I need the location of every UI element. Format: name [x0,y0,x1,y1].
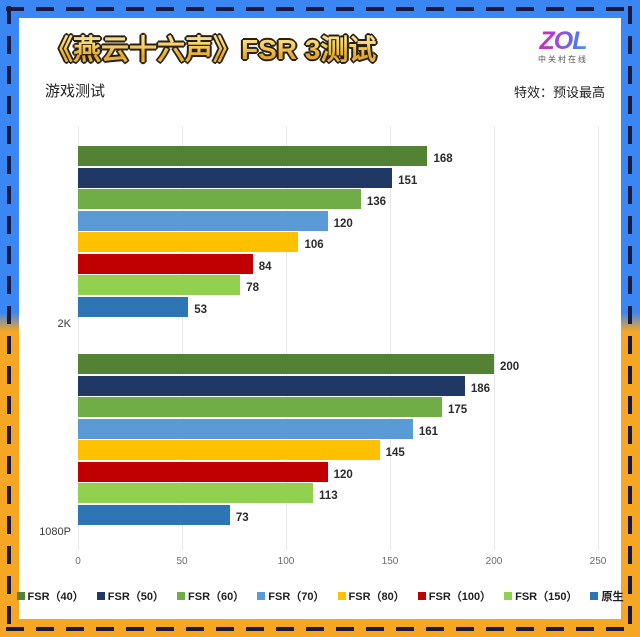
bar-value-label: 168 [433,153,453,165]
legend-swatch-icon [504,592,513,600]
bar-value-label: 113 [319,490,338,502]
legend-swatch-icon [337,592,346,600]
legend-label: FSR（70） [268,591,325,603]
category-label: 2K [57,318,71,330]
graphics-preset-note: 特效：预设最高 [513,85,605,100]
bar [78,418,413,439]
bar [78,375,465,396]
legend-item[interactable]: FSR（60） [177,588,244,604]
zol-logo: ZOL 中关村在线 [521,28,605,65]
chart-subtitle-row: 游戏测试 特效：预设最高 [19,80,621,108]
bar [78,146,428,166]
legend-item[interactable]: FSR（40） [16,588,84,604]
frame-dash-bottom [6,627,634,631]
bar-value-label: 175 [448,404,468,416]
frame-dash-top [6,7,634,11]
zol-logo-subtitle: 中关村在线 [538,55,588,64]
gridline [78,126,79,550]
frame-dash-right [628,6,632,632]
bar [78,440,380,460]
x-axis-tick-label: 100 [277,556,295,567]
x-axis-tick-label: 0 [75,556,81,567]
chart-plot: 0 50 100 150 200 250 168 151 136 120 106 84 78 53 200 1… [19,118,621,567]
x-axis-tick-label: 250 [589,556,607,567]
legend-label: FSR（100） [428,591,492,603]
bar [78,483,314,503]
bar [78,167,393,188]
bar-value-label: 84 [258,260,272,273]
bar-value-label: 120 [333,217,353,230]
legend-item[interactable]: FSR（50） [96,588,165,604]
zol-logo-mark: ZOL [521,28,605,54]
bar-value-label: 53 [194,303,208,316]
bar [78,189,361,209]
legend-item[interactable]: FSR（150） [504,588,577,604]
category-label: 1080P [39,526,71,538]
gridline [494,126,495,550]
frame-dash-left [7,6,11,632]
chart-card: 《燕云十六声》FSR 3测试 ZOL 中关村在线 游戏测试 特效：预设最高 0 5… [16,18,623,619]
bar [78,210,328,231]
legend-label: FSR（150） [515,591,578,603]
bar [78,296,189,317]
chart-legend: FSR（40） FSR（50） FSR（60） FSR（70） FSR（80） FSR（1… [16,588,623,604]
bar-value-label: 200 [500,361,520,373]
bar [78,354,494,374]
bar-value-label: 145 [385,447,405,459]
bar-value-label: 151 [398,174,418,187]
bar-value-label: 78 [246,282,260,294]
legend-swatch-icon [257,592,266,600]
legend-swatch-icon [96,592,105,600]
plot-area: 0 50 100 150 200 250 168 151 136 120 106 84 78 53 200 1… [75,126,606,567]
legend-item[interactable]: 原生 [590,588,623,604]
gridline [182,126,183,550]
x-axis-tick-label: 150 [381,556,399,567]
legend-item[interactable]: FSR（80） [337,588,405,604]
legend-swatch-icon [590,592,599,600]
legend-label: FSR（60） [188,591,245,603]
legend-item[interactable]: FSR（100） [417,588,492,604]
bar [78,461,328,482]
legend-swatch-icon [177,592,186,600]
bar [78,397,442,417]
legend-label: FSR（50） [107,591,165,603]
gridline [390,126,391,550]
page-title: 《燕云十六声》FSR 3测试 [45,28,376,68]
bar-value-label: 106 [304,239,324,251]
x-axis-tick-label: 50 [176,556,188,567]
bar [78,232,299,252]
chart-subtitle: 游戏测试 [45,83,106,100]
bar [78,275,241,295]
bar [78,253,253,274]
x-axis-tick-label: 200 [485,556,503,567]
chart-header: 《燕云十六声》FSR 3测试 ZOL 中关村在线 [19,18,621,76]
legend-label: FSR（40） [27,591,84,603]
bar-value-label: 186 [470,382,491,395]
legend-label: 原生 [601,591,624,603]
legend-label: FSR（80） [348,591,405,603]
legend-item[interactable]: FSR（70） [257,588,325,604]
bar-value-label: 136 [366,196,387,208]
bar-value-label: 161 [418,425,439,438]
bar-value-label: 73 [235,511,249,524]
legend-swatch-icon [16,592,25,600]
gridline [286,126,287,550]
gridline [598,126,599,550]
bar [78,504,230,525]
bar-value-label: 120 [333,468,353,481]
legend-swatch-icon [417,592,426,600]
